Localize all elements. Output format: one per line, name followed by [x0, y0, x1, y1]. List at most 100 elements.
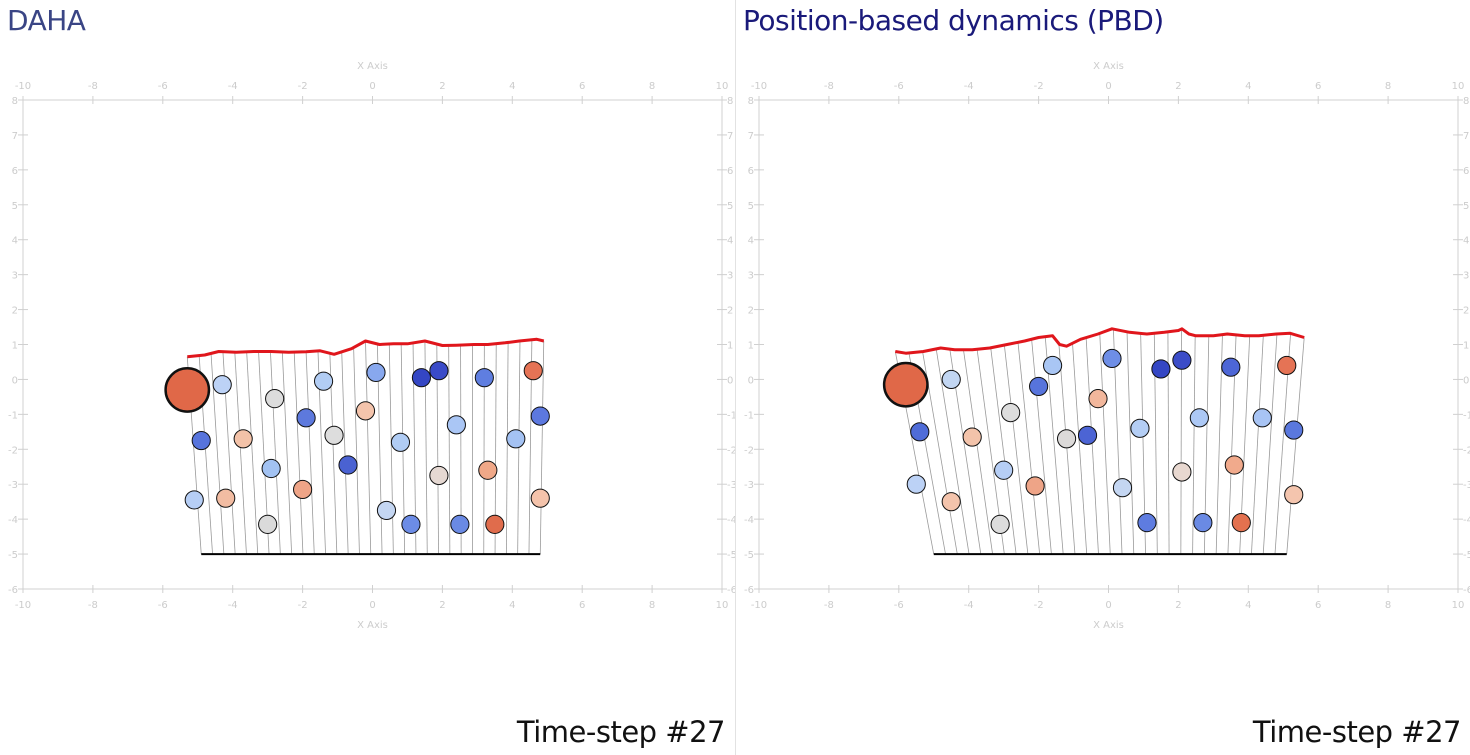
- x-tick-label: -4: [964, 81, 974, 92]
- y-tick-label: 0: [727, 375, 733, 386]
- tether-line: [341, 351, 349, 555]
- large-particle: [164, 366, 211, 413]
- tether-line: [246, 351, 259, 555]
- x-tick-label: -6: [158, 600, 168, 611]
- particle: [429, 361, 449, 381]
- right-panel: Position-based dynamics (PBD) -10 -10 -8 -8…: [736, 0, 1470, 755]
- particle: [1102, 348, 1122, 369]
- particle: [1224, 455, 1244, 475]
- y-tick-label: 0: [12, 375, 18, 386]
- particle: [258, 514, 278, 534]
- particle: [1189, 408, 1209, 428]
- particle: [1221, 357, 1241, 377]
- particle: [485, 514, 505, 534]
- tether-line: [1072, 343, 1088, 555]
- y-tick-label: 5: [727, 201, 733, 212]
- particle: [366, 362, 386, 383]
- x-tick-label: -8: [824, 600, 834, 611]
- y-tick-label: 3: [727, 271, 733, 282]
- y-tick-label: 8: [727, 96, 733, 107]
- y-tick-label: 1: [727, 341, 733, 352]
- x-tick-label: 10: [716, 81, 729, 92]
- x-tick-label: -6: [894, 81, 904, 92]
- y-tick-label: 0: [1463, 375, 1469, 386]
- x-tick-label: 8: [649, 81, 655, 92]
- y-tick-label: 6: [12, 166, 18, 177]
- x-tick-label: -10: [751, 81, 767, 92]
- x-tick-label: -10: [751, 600, 767, 611]
- particle: [355, 401, 376, 421]
- tether-line: [293, 352, 304, 555]
- x-tick-label: 4: [1245, 81, 1251, 92]
- x-tick-label: 2: [1175, 600, 1181, 611]
- x-tick-label: 4: [509, 81, 515, 92]
- tether-line: [305, 351, 315, 555]
- y-tick-label: -1: [8, 410, 18, 421]
- x-axis-title: X Axis: [357, 620, 388, 631]
- y-tick-label: -2: [744, 445, 754, 456]
- x-tick-label: 10: [1452, 600, 1465, 611]
- particle: [446, 415, 466, 435]
- particle: [530, 406, 550, 426]
- tether-line: [505, 342, 509, 555]
- particle: [1130, 418, 1150, 438]
- particle: [474, 368, 494, 388]
- x-axis-title: X Axis: [1093, 61, 1124, 72]
- y-tick-label: 6: [1463, 166, 1469, 177]
- particle: [296, 408, 316, 428]
- particle: [910, 422, 930, 442]
- y-tick-label: -3: [1463, 480, 1470, 491]
- particle: [184, 490, 204, 510]
- y-tick-label: -6: [8, 585, 18, 596]
- tether-line: [963, 349, 993, 555]
- y-tick-label: 7: [748, 131, 754, 142]
- x-tick-label: -8: [88, 81, 98, 92]
- particle: [478, 460, 498, 480]
- y-tick-label: -5: [744, 550, 754, 561]
- tether-line: [353, 347, 360, 555]
- tether-line: [234, 352, 247, 555]
- y-tick-label: -4: [1463, 515, 1470, 526]
- x-tick-label: 0: [1105, 81, 1111, 92]
- tether-line: [935, 348, 970, 555]
- x-tick-label: -8: [824, 81, 834, 92]
- large-particle: [882, 361, 929, 408]
- x-tick-label: 4: [1245, 600, 1251, 611]
- x-tick-label: 10: [716, 600, 729, 611]
- y-tick-label: -3: [727, 480, 735, 491]
- x-tick-label: 6: [579, 81, 585, 92]
- y-tick-label: -4: [8, 515, 18, 526]
- x-tick-label: -8: [88, 600, 98, 611]
- y-tick-label: -4: [744, 515, 754, 526]
- x-tick-label: 8: [1385, 81, 1391, 92]
- x-tick-label: 2: [439, 81, 445, 92]
- particle: [1172, 350, 1192, 370]
- y-tick-label: 1: [1463, 341, 1469, 352]
- tether-line: [365, 340, 372, 555]
- tether-line: [1099, 333, 1111, 555]
- x-tick-label: 10: [1452, 81, 1465, 92]
- particle: [401, 514, 421, 534]
- free-surface-line: [187, 337, 545, 359]
- tether-line: [270, 351, 281, 555]
- tether-line: [1003, 345, 1029, 555]
- panel-title: DAHA: [7, 4, 86, 37]
- y-tick-label: 1: [12, 341, 18, 352]
- particle: [1277, 355, 1297, 376]
- x-tick-label: 0: [1105, 600, 1111, 611]
- particle: [1231, 513, 1251, 533]
- x-tick-label: 6: [1315, 81, 1321, 92]
- y-tick-label: 2: [12, 306, 18, 317]
- particle: [1137, 513, 1157, 533]
- timestep-label: Time-step #27: [1252, 715, 1462, 749]
- y-tick-label: -1: [727, 410, 735, 421]
- x-tick-label: -2: [1034, 81, 1044, 92]
- x-tick-label: 2: [439, 600, 445, 611]
- tether-line: [1085, 337, 1099, 555]
- particle: [941, 492, 961, 512]
- particle: [994, 460, 1014, 480]
- tether-line: [1215, 334, 1223, 555]
- tether-line: [1262, 333, 1278, 555]
